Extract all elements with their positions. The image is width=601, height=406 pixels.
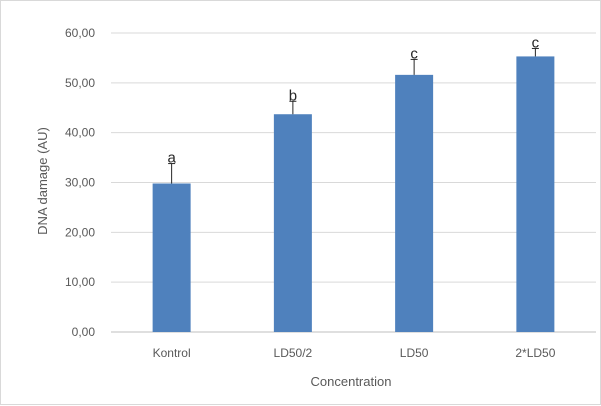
y-tick-label: 30,00 (65, 176, 95, 190)
significance-label: c (410, 45, 418, 62)
y-tick-label: 60,00 (65, 26, 95, 40)
y-tick-label: 40,00 (65, 126, 95, 140)
significance-label: b (289, 87, 297, 104)
y-tick-label: 50,00 (65, 76, 95, 90)
x-axis-tick-labels: Kontrol LD50/2 LD50 2*LD50 (153, 346, 556, 360)
bars (152, 56, 555, 333)
y-axis-title: DNA damage (AU) (35, 127, 50, 235)
x-tick-label: LD50 (400, 346, 429, 360)
bar (273, 114, 312, 332)
y-tick-label: 10,00 (65, 275, 95, 289)
x-tick-label: 2*LD50 (515, 346, 555, 360)
error-bars (168, 47, 539, 184)
x-axis-title: Concentration (311, 374, 392, 389)
y-tick-label: 20,00 (65, 225, 95, 239)
significance-label: c (532, 34, 540, 51)
y-tick-label: 0,00 (72, 325, 96, 339)
bar (152, 183, 191, 332)
bar (516, 56, 555, 333)
grid-lines (111, 32, 596, 333)
bar (395, 74, 434, 333)
significance-label: a (167, 150, 176, 167)
x-tick-label: LD50/2 (274, 346, 313, 360)
significance-labels: a b c c (167, 34, 539, 166)
x-tick-label: Kontrol (153, 346, 191, 360)
y-axis-tick-labels: 0,00 10,00 20,00 30,00 40,00 50,00 60,00 (65, 26, 95, 339)
